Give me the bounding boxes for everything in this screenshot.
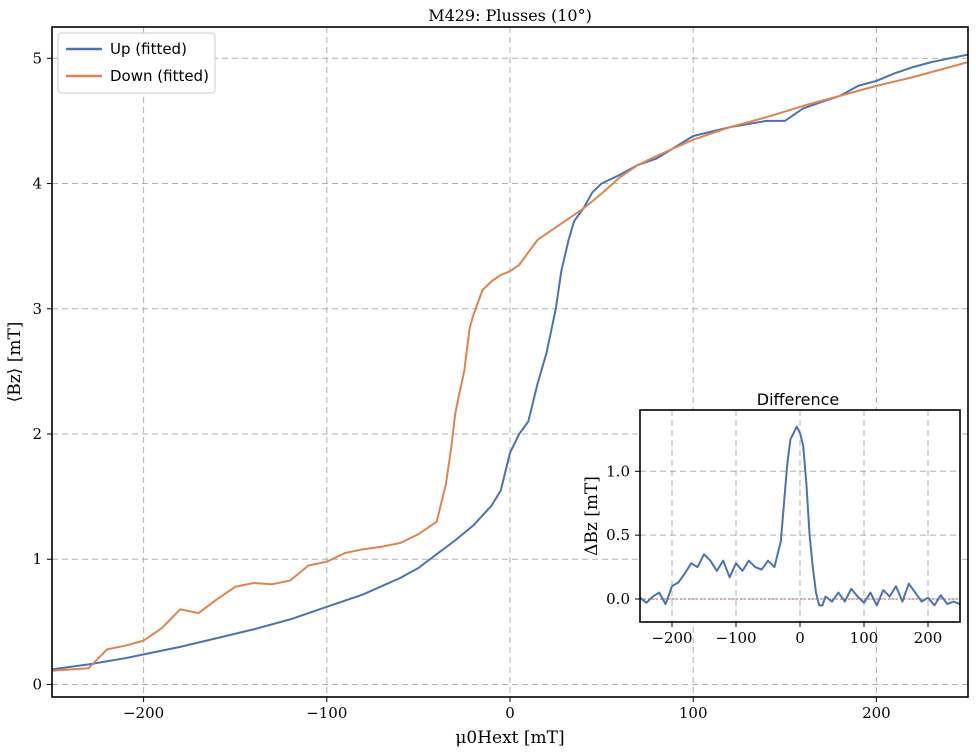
inset-series-layer	[639, 425, 961, 607]
y-tick-label: 0	[32, 675, 42, 693]
x-tick-label: 100	[850, 629, 879, 647]
inset-chart-title: Difference	[757, 390, 839, 409]
legend-label-down: Down (fitted)	[110, 67, 209, 85]
inset-y-axis-label: ΔBz [mT]	[582, 476, 602, 556]
main-series-layer	[51, 53, 969, 672]
x-tick-label: −200	[651, 629, 692, 647]
main-x-axis-label: μ0Hext [mT]	[455, 728, 564, 748]
y-tick-label: 3	[32, 300, 42, 318]
x-tick-label: 200	[914, 629, 943, 647]
y-tick-label: 1	[32, 550, 42, 568]
inset-axis-ticks: −200 −100 0 100 200 0.0 0.5 1.0	[606, 462, 942, 647]
x-tick-label: −200	[123, 704, 164, 722]
y-tick-label: 0.0	[606, 590, 630, 608]
legend: Up (fitted) Down (fitted)	[57, 32, 216, 94]
x-tick-label: −100	[715, 629, 756, 647]
y-tick-label: 4	[32, 175, 42, 193]
series-line-down	[51, 61, 969, 672]
y-tick-label: 1.0	[606, 462, 630, 480]
x-tick-label: 0	[505, 704, 515, 722]
x-tick-label: 100	[679, 704, 708, 722]
x-tick-label: −100	[306, 704, 347, 722]
series-line-difference	[639, 425, 961, 607]
main-y-axis-label: ⟨Bz⟩ [mT]	[5, 322, 25, 403]
y-tick-label: 2	[32, 425, 42, 443]
legend-label-up: Up (fitted)	[110, 40, 187, 58]
main-chart-title: M429: Plusses (10°)	[428, 6, 592, 25]
x-tick-label: 0	[795, 629, 805, 647]
y-tick-label: 0.5	[606, 526, 630, 544]
y-tick-label: 5	[32, 49, 42, 67]
inset-chart: −200 −100 0 100 200 0.0 0.5 1.0 Difference ΔBz …	[582, 390, 961, 647]
main-axis-ticks: −200 −100 0 100 200 0 1 2 3 4 5	[32, 49, 890, 722]
x-tick-label: 200	[862, 704, 891, 722]
